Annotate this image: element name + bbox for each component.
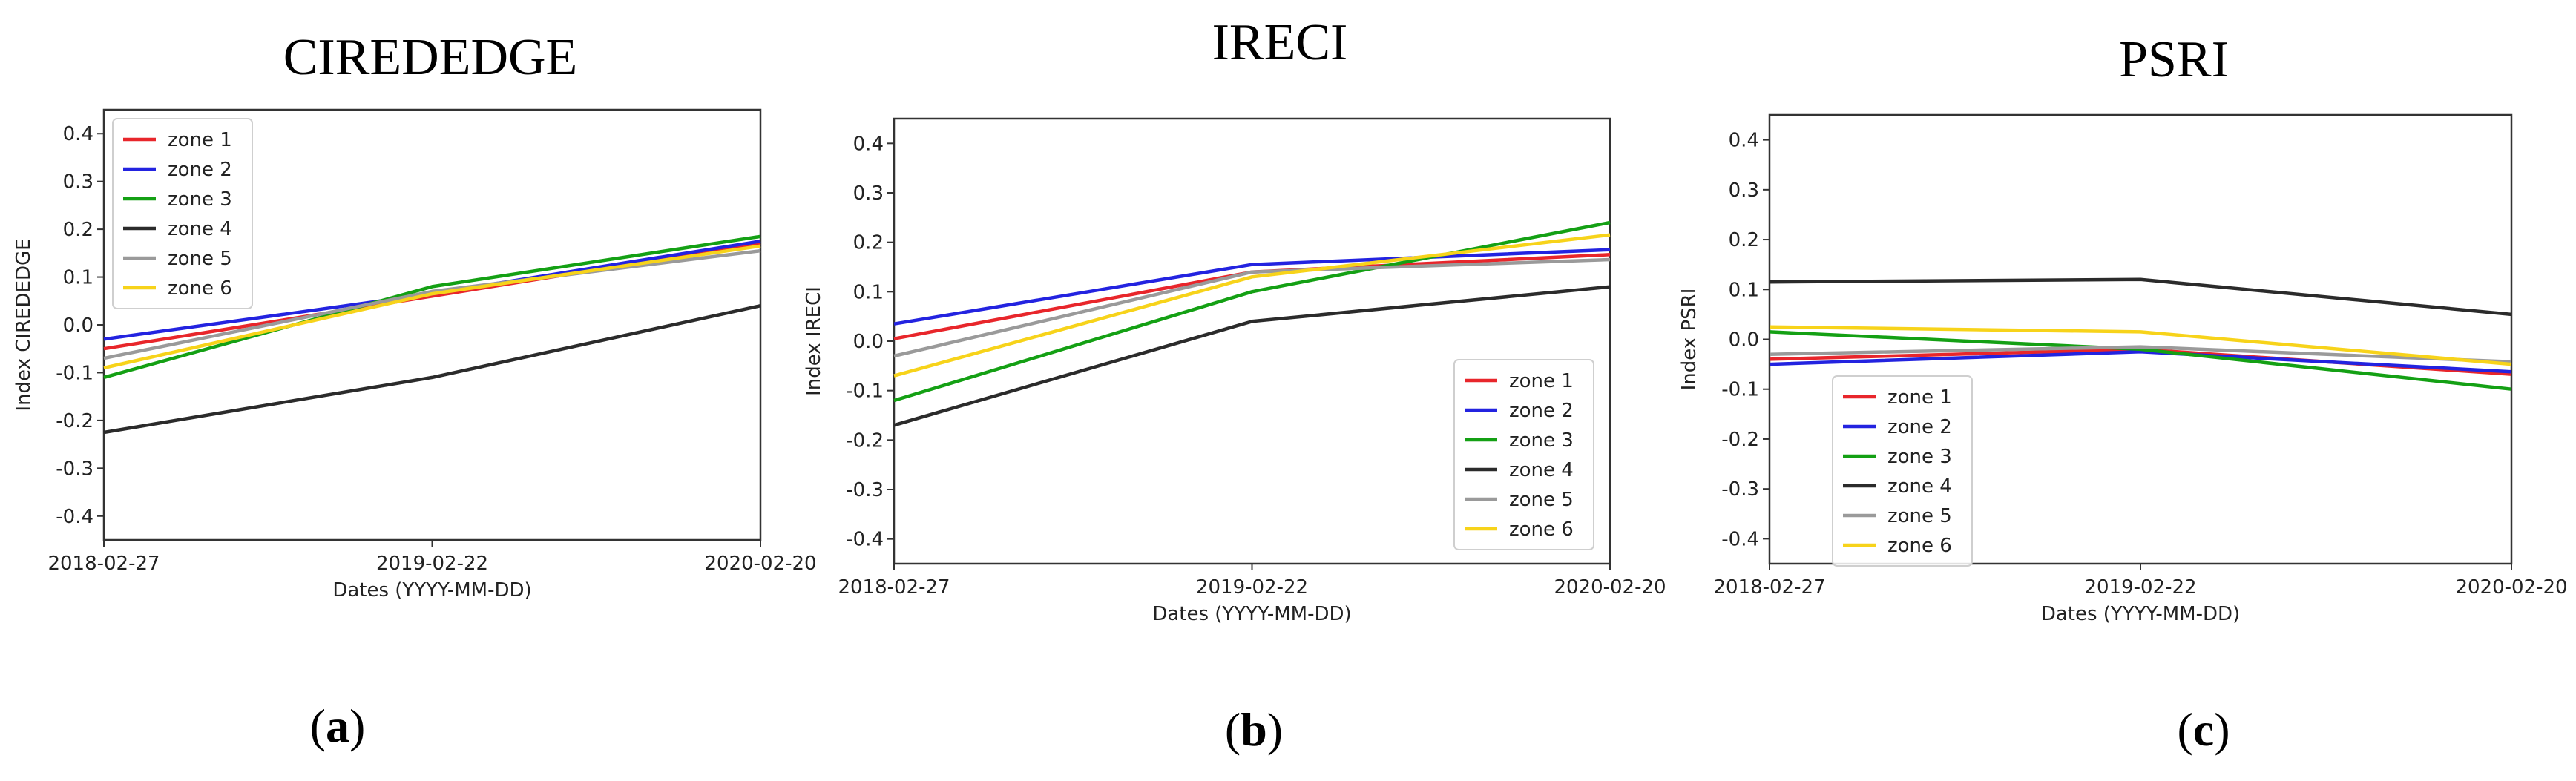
series-line-zone-6 xyxy=(103,244,761,370)
legend-label: zone 5 xyxy=(1887,505,1952,527)
panel-label-close: ) xyxy=(349,699,365,752)
series-line-zone-5 xyxy=(893,257,1611,358)
x-tick-label: 2018-02-27 xyxy=(47,553,160,575)
series-line-zone-4 xyxy=(1769,277,2512,317)
series-line-zone-4 xyxy=(893,285,1611,427)
series-line-zone-6 xyxy=(1769,325,2512,366)
y-tick-label: 0.3 xyxy=(853,182,884,205)
legend-box xyxy=(112,118,253,309)
panel-label-open: ( xyxy=(2177,703,2192,756)
x-axis-label: Dates (YYYY-MM-DD) xyxy=(332,579,531,602)
y-tick-label: -0.3 xyxy=(1721,478,1759,501)
y-axis-label: Index CIREDEDGE xyxy=(13,238,35,411)
x-tick-label: 2019-02-22 xyxy=(376,553,488,575)
panel-label: (a) xyxy=(310,699,366,752)
legend-label: zone 5 xyxy=(168,248,232,270)
series-line-zone-2 xyxy=(1769,350,2512,374)
x-axis-label: Dates (YYYY-MM-DD) xyxy=(1152,603,1351,625)
panel-label-open: ( xyxy=(310,699,326,752)
chart-panel-1: CIREDEDGE -0.4 -0.3 -0.2 -0.1 0.0 0.1 0.2 0.3 0.4… xyxy=(13,29,817,752)
y-tick-label: 0.4 xyxy=(853,133,884,155)
y-tick-label: -0.4 xyxy=(56,506,93,528)
chart-panel-3: PSRI -0.4 -0.3 -0.2 -0.1 0.0 0.1 0.2 0.3 0.4 2018-… xyxy=(1678,31,2568,756)
x-tick-label: 2020-02-20 xyxy=(1554,576,1666,599)
y-tick-label: -0.2 xyxy=(56,410,93,432)
series-line-zone-3 xyxy=(1769,330,2512,391)
legend-label: zone 3 xyxy=(168,188,232,211)
legend-label: zone 6 xyxy=(1509,518,1574,541)
y-tick-label: 0.2 xyxy=(1729,229,1759,251)
y-tick-label: 0.1 xyxy=(63,267,93,289)
y-tick-label: 0.4 xyxy=(1729,130,1759,152)
x-tick-label: 2019-02-22 xyxy=(1196,576,1308,599)
x-tick-label: 2020-02-20 xyxy=(704,553,816,575)
y-tick-label: 0.0 xyxy=(63,314,93,337)
panel-label: (b) xyxy=(1225,703,1283,756)
series-line-zone-3 xyxy=(893,220,1611,403)
x-tick-label: 2018-02-27 xyxy=(838,576,950,599)
chart-title: PSRI xyxy=(2119,31,2229,88)
y-tick-label: -0.1 xyxy=(1721,379,1759,401)
y-axis-label: Index IRECI xyxy=(803,286,825,396)
chart-title: CIREDEDGE xyxy=(283,29,578,86)
legend-box xyxy=(1453,359,1594,550)
legend-label: zone 2 xyxy=(168,159,232,181)
legend-label: zone 4 xyxy=(168,218,232,240)
y-tick-label: 0.0 xyxy=(853,331,884,353)
series-line-zone-4 xyxy=(103,304,761,435)
legend-label: zone 3 xyxy=(1509,429,1574,452)
legend-label: zone 1 xyxy=(1887,386,1952,409)
panel-label-letter: a xyxy=(326,699,349,752)
legend-label: zone 4 xyxy=(1887,475,1952,498)
x-axis-label: Dates (YYYY-MM-DD) xyxy=(2041,603,2240,625)
y-tick-label: 0.4 xyxy=(63,123,93,145)
legend-label: zone 2 xyxy=(1509,400,1574,422)
panel-label-letter: c xyxy=(2193,703,2214,756)
y-tick-label: 0.2 xyxy=(853,232,884,254)
legend-box xyxy=(1832,375,1973,567)
legend-label: zone 2 xyxy=(1887,416,1952,438)
legend-label: zone 1 xyxy=(1509,370,1574,392)
y-tick-label: -0.4 xyxy=(846,529,884,551)
legend-label: zone 6 xyxy=(168,277,232,300)
legend-label: zone 1 xyxy=(168,129,232,151)
y-tick-label: -0.3 xyxy=(56,458,93,480)
legend-label: zone 6 xyxy=(1887,535,1952,557)
y-tick-label: 0.3 xyxy=(1729,179,1759,202)
chart-panel-2: IRECI -0.4 -0.3 -0.2 -0.1 0.0 0.1 0.2 0.3 0.4 2018… xyxy=(803,14,1666,756)
panel-label-close: ) xyxy=(1267,703,1283,756)
legend-label: zone 5 xyxy=(1509,489,1574,511)
y-tick-label: 0.2 xyxy=(63,219,93,241)
series-line-zone-6 xyxy=(893,233,1611,378)
y-tick-label: 0.0 xyxy=(1729,329,1759,352)
series-line-zone-2 xyxy=(893,248,1611,326)
y-tick-label: -0.4 xyxy=(1721,528,1759,550)
y-tick-label: 0.1 xyxy=(1729,279,1759,301)
y-tick-label: -0.3 xyxy=(846,479,884,501)
y-axis-label: Index PSRI xyxy=(1678,289,1701,391)
panel-label-open: ( xyxy=(1225,703,1241,756)
y-tick-label: -0.2 xyxy=(846,429,884,452)
panel-label: (c) xyxy=(2177,703,2230,756)
x-tick-label: 2018-02-27 xyxy=(1713,576,1825,599)
x-tick-label: 2019-02-22 xyxy=(2084,576,2196,599)
series-line-zone-3 xyxy=(103,234,761,380)
y-tick-label: 0.1 xyxy=(853,281,884,303)
x-tick-label: 2020-02-20 xyxy=(2455,576,2567,599)
y-tick-label: -0.2 xyxy=(1721,429,1759,451)
y-tick-label: -0.1 xyxy=(846,380,884,403)
y-tick-label: 0.3 xyxy=(63,171,93,194)
chart-title: IRECI xyxy=(1212,14,1348,71)
legend-label: zone 3 xyxy=(1887,446,1952,468)
panel-label-close: ) xyxy=(2214,703,2230,756)
series-line-zone-5 xyxy=(103,248,761,360)
y-tick-label: -0.1 xyxy=(56,362,93,384)
series-line-zone-5 xyxy=(1769,345,2512,364)
panel-label-letter: b xyxy=(1241,703,1267,756)
legend-label: zone 4 xyxy=(1509,459,1574,481)
